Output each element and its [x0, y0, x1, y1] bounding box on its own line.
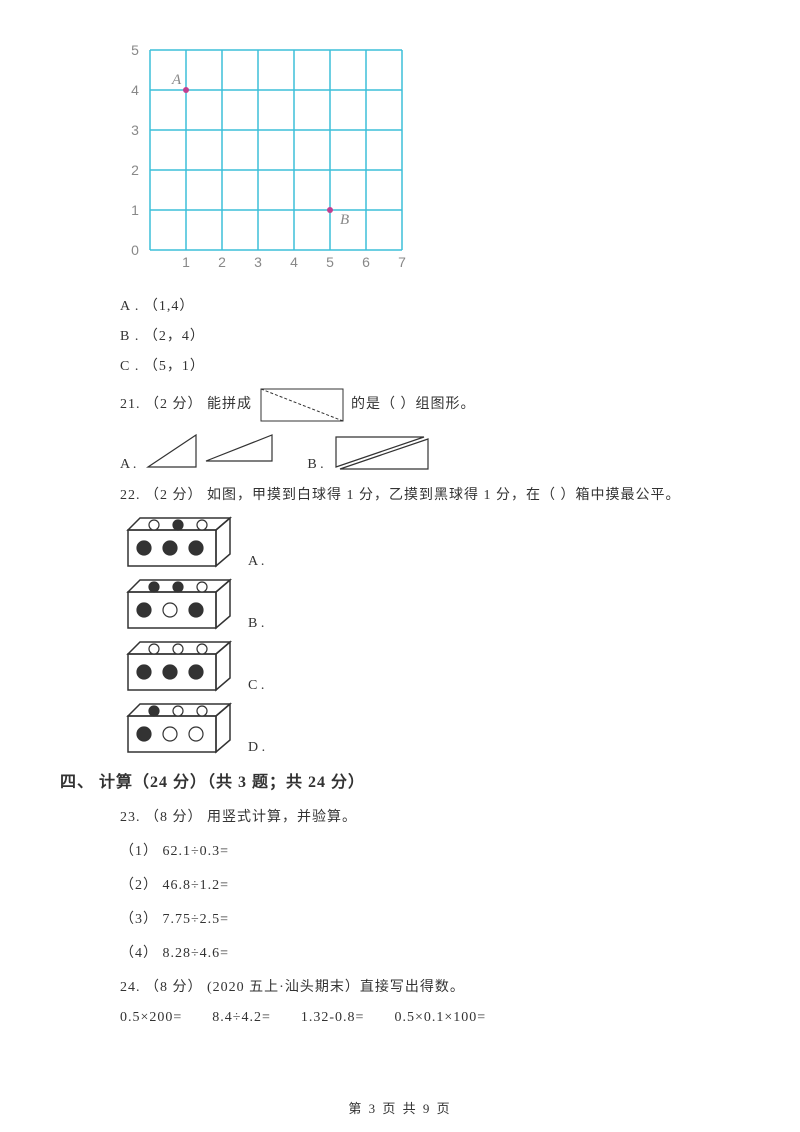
q22-box-a [120, 514, 240, 570]
q22-option-c-label: C . [248, 678, 264, 694]
q23-sub3: （3） 7.75÷2.5= [120, 908, 720, 928]
svg-text:2: 2 [131, 162, 139, 178]
svg-text:1: 1 [131, 202, 139, 218]
svg-text:4: 4 [131, 82, 139, 98]
coordinate-grid: 0 1 2 3 4 5 1 2 3 4 5 6 7 A B [100, 40, 410, 270]
q24-calc1: 0.5×200= [120, 1010, 182, 1026]
q21-suffix: 的是（ ）组图形。 [351, 397, 476, 412]
q23-text: 23. （8 分） 用竖式计算，并验算。 [120, 806, 720, 826]
q23-sub4: （4） 8.28÷4.6= [120, 942, 720, 962]
svg-text:3: 3 [131, 122, 139, 138]
q22-option-d-label: D . [248, 740, 265, 756]
q24-calc3: 1.32-0.8= [301, 1010, 365, 1026]
q21-target-shape [257, 385, 347, 425]
q24-text: 24. （8 分） (2020 五上·汕头期末）直接写出得数。 [120, 976, 720, 996]
q22-text: 22. （2 分） 如图，甲摸到白球得 1 分，乙摸到黑球得 1 分，在（ ）箱… [120, 483, 720, 508]
svg-text:5: 5 [326, 254, 334, 270]
q21-option-b-shape [332, 433, 432, 473]
svg-text:A: A [171, 72, 182, 88]
svg-text:7: 7 [398, 254, 406, 270]
svg-text:0: 0 [131, 242, 139, 258]
svg-text:2: 2 [218, 254, 226, 270]
q21-option-a-label: A . [120, 457, 136, 473]
q20-option-b: B . （2，4） [120, 325, 720, 345]
q20-option-c: C . （5，1） [120, 355, 720, 375]
q21-prefix: 21. （2 分） 能拼成 [120, 397, 252, 412]
q24-calc2: 8.4÷4.2= [212, 1010, 271, 1026]
q22-box-b [120, 576, 240, 632]
q22-box-c [120, 638, 240, 694]
q20-option-a: A . （1,4） [120, 295, 720, 315]
svg-text:4: 4 [290, 254, 298, 270]
svg-text:3: 3 [254, 254, 262, 270]
q24-calcs: 0.5×200= 8.4÷4.2= 1.32-0.8= 0.5×0.1×100= [120, 1010, 720, 1026]
page-footer: 第 3 页 共 9 页 [0, 1098, 800, 1117]
svg-text:6: 6 [362, 254, 370, 270]
svg-text:5: 5 [131, 42, 139, 58]
q24-calc4: 0.5×0.1×100= [394, 1010, 486, 1026]
q23-sub1: （1） 62.1÷0.3= [120, 840, 720, 860]
section4-header: 四、 计算（24 分）（共 3 题；共 24 分） [60, 768, 720, 792]
q21-option-b-label: B . [307, 457, 323, 473]
q21-option-a-shape [144, 431, 274, 473]
q21-text: 21. （2 分） 能拼成 的是（ ）组图形。 [120, 385, 720, 425]
svg-text:B: B [340, 212, 349, 228]
q22-box-d [120, 700, 240, 756]
svg-text:1: 1 [182, 254, 190, 270]
q23-sub2: （2） 46.8÷1.2= [120, 874, 720, 894]
q22-option-a-label: A . [248, 554, 264, 570]
q22-option-b-label: B . [248, 616, 264, 632]
